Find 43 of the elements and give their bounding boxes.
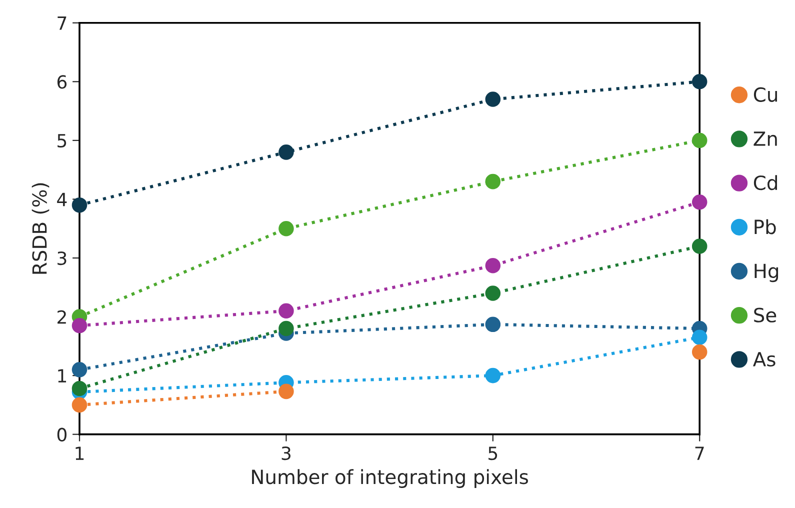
point <box>278 303 294 319</box>
y-tick-label: 7 <box>58 16 66 30</box>
point <box>278 320 294 336</box>
point <box>485 368 501 384</box>
point <box>485 316 501 332</box>
point <box>278 144 294 160</box>
point <box>485 92 501 107</box>
y-axis-title: RSDB (%) <box>32 183 50 274</box>
legend-label: As <box>752 352 776 367</box>
x-tick-label: 1 <box>76 446 84 460</box>
point <box>72 197 88 213</box>
y-tick-label: 3 <box>58 251 66 266</box>
y-tick-label: 0 <box>57 428 66 442</box>
legend-label: Cd <box>754 175 777 190</box>
legend-label: Zn <box>754 132 777 146</box>
point <box>692 344 708 360</box>
point <box>485 286 501 301</box>
y-tick-label: 1 <box>58 369 66 382</box>
x-axis-title: Number of integrating pixels <box>252 469 528 488</box>
point <box>692 238 708 254</box>
point <box>485 174 501 190</box>
point <box>72 397 88 413</box>
legend-label: Se <box>754 308 776 322</box>
y-tick-label: 2 <box>58 310 66 324</box>
point <box>692 194 708 210</box>
y-tick-label: 4 <box>57 192 67 206</box>
point <box>278 220 294 236</box>
point <box>278 384 294 400</box>
point <box>72 362 88 378</box>
legend-label: Hg <box>754 264 778 282</box>
legend-label: Cu <box>754 87 777 102</box>
point <box>485 258 501 274</box>
point <box>692 132 708 148</box>
point <box>72 318 88 334</box>
point <box>692 74 708 90</box>
point <box>692 330 708 345</box>
x-tick-label: 3 <box>282 446 290 460</box>
y-tick-label: 6 <box>57 75 67 89</box>
point <box>72 380 88 396</box>
x-tick-label: 5 <box>488 446 498 460</box>
x-tick-label: 7 <box>695 446 704 460</box>
legend-label: Pb <box>754 219 776 234</box>
y-tick-label: 5 <box>58 134 66 148</box>
